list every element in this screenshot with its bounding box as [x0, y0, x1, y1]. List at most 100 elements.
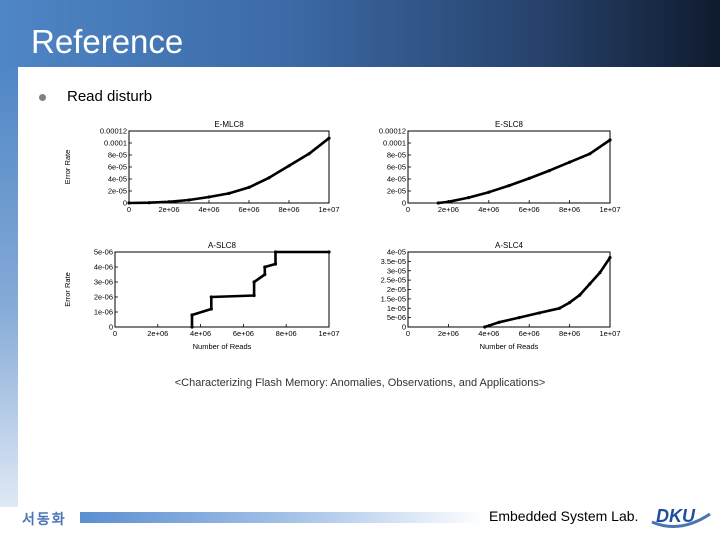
series-line-a-slc4	[484, 256, 612, 329]
data-point	[190, 325, 194, 329]
x-tick-label: 1e+07	[599, 205, 620, 214]
data-point	[568, 301, 572, 305]
data-point	[598, 271, 602, 275]
data-point	[209, 295, 213, 299]
x-tick-label: 0	[127, 205, 131, 214]
data-point	[588, 152, 592, 156]
data-point	[267, 176, 271, 180]
data-point	[273, 262, 278, 266]
x-tick-label: 6e+06	[519, 329, 540, 338]
data-point	[127, 201, 131, 205]
left-accent-bar	[0, 67, 18, 507]
data-point	[227, 191, 231, 195]
data-point	[483, 325, 487, 329]
x-axis-label: Number of Reads	[193, 342, 252, 351]
series-line-e-slc8	[438, 138, 611, 205]
x-tick-label: 4e+06	[478, 205, 499, 214]
y-tick-label: 3e-06	[94, 278, 113, 287]
series-line-a-slc8	[190, 250, 329, 327]
chart-title: A-SLC8	[208, 241, 237, 250]
y-tick-label: 8e-05	[387, 151, 406, 160]
data-point	[307, 152, 311, 156]
x-tick-label: 0	[113, 329, 117, 338]
y-tick-label: 2e-05	[387, 285, 406, 294]
data-point	[547, 169, 551, 173]
data-point	[578, 293, 582, 297]
x-tick-label: 0	[406, 205, 410, 214]
y-tick-label: 0.00012	[100, 127, 127, 136]
x-tick-label: 6e+06	[233, 329, 254, 338]
x-tick-label: 1e+07	[599, 329, 620, 338]
title-bar: Reference	[0, 0, 720, 67]
y-tick-label: 4e-05	[108, 175, 127, 184]
footer-author: 서동화	[22, 511, 67, 527]
y-tick-label: 0.0001	[383, 139, 406, 148]
chart-title: A-SLC4	[495, 241, 524, 250]
y-tick-label: 3e-05	[387, 266, 406, 275]
data-point	[507, 184, 511, 188]
x-tick-label: 1e+07	[318, 205, 339, 214]
x-tick-label: 0	[406, 329, 410, 338]
data-point	[487, 190, 491, 194]
data-point	[467, 196, 471, 200]
y-tick-label: 4e-05	[387, 175, 406, 184]
y-axis-label: Error Rate	[63, 272, 72, 307]
y-tick-label: 1e-06	[94, 308, 113, 317]
data-point	[517, 316, 521, 320]
y-tick-label: 0	[402, 199, 406, 208]
x-tick-label: 4e+06	[198, 205, 219, 214]
plot-frame	[114, 251, 330, 328]
logo-text: DKU	[656, 506, 696, 526]
y-tick-label: 2e-06	[94, 293, 113, 302]
bullet-icon	[39, 94, 46, 101]
data-point	[263, 265, 267, 269]
y-tick-label: 1.5e-05	[381, 294, 406, 303]
data-point	[327, 136, 331, 140]
plot-frame	[407, 130, 611, 204]
y-tick-label: 4e-05	[387, 248, 406, 257]
data-point	[190, 313, 194, 317]
data-point	[167, 200, 171, 204]
x-tick-label: 2e+06	[147, 329, 168, 338]
data-point	[557, 306, 562, 310]
footer-lab: Embedded System Lab.	[489, 508, 639, 524]
data-point	[436, 201, 440, 205]
x-tick-label: 8e+06	[278, 205, 299, 214]
y-tick-label: 4e-06	[94, 263, 113, 272]
y-axis-label: Error Rate	[63, 150, 72, 185]
data-point	[187, 198, 191, 202]
content-area	[18, 67, 720, 507]
y-tick-label: 0	[402, 323, 406, 332]
y-tick-label: 0	[123, 199, 127, 208]
data-point	[252, 293, 256, 298]
y-tick-label: 0	[109, 323, 113, 332]
x-tick-label: 2e+06	[438, 205, 459, 214]
chart-title: E-MLC8	[214, 120, 244, 129]
data-point	[147, 201, 151, 205]
data-point	[252, 280, 256, 284]
y-tick-label: 0.0001	[104, 139, 127, 148]
x-tick-label: 8e+06	[559, 205, 580, 214]
figure-caption: <Characterizing Flash Memory: Anomalies,…	[174, 377, 546, 389]
y-tick-label: 2.5e-05	[381, 276, 406, 285]
y-tick-label: 2e-05	[387, 187, 406, 196]
x-tick-label: 2e+06	[158, 205, 179, 214]
y-tick-label: 0.00012	[379, 127, 406, 136]
data-point	[207, 195, 211, 199]
x-tick-label: 2e+06	[438, 329, 459, 338]
x-tick-label: 1e+07	[318, 329, 339, 338]
y-tick-label: 6e-05	[108, 163, 127, 172]
y-tick-label: 8e-05	[108, 151, 127, 160]
data-point	[209, 307, 213, 311]
x-tick-label: 4e+06	[190, 329, 211, 338]
x-tick-label: 6e+06	[238, 205, 259, 214]
data-point	[608, 256, 612, 260]
x-tick-label: 6e+06	[519, 205, 540, 214]
data-point	[497, 320, 501, 324]
plot-frame	[407, 251, 611, 328]
data-point	[273, 250, 278, 254]
chart-title: E-SLC8	[495, 120, 524, 129]
x-tick-label: 8e+06	[559, 329, 580, 338]
